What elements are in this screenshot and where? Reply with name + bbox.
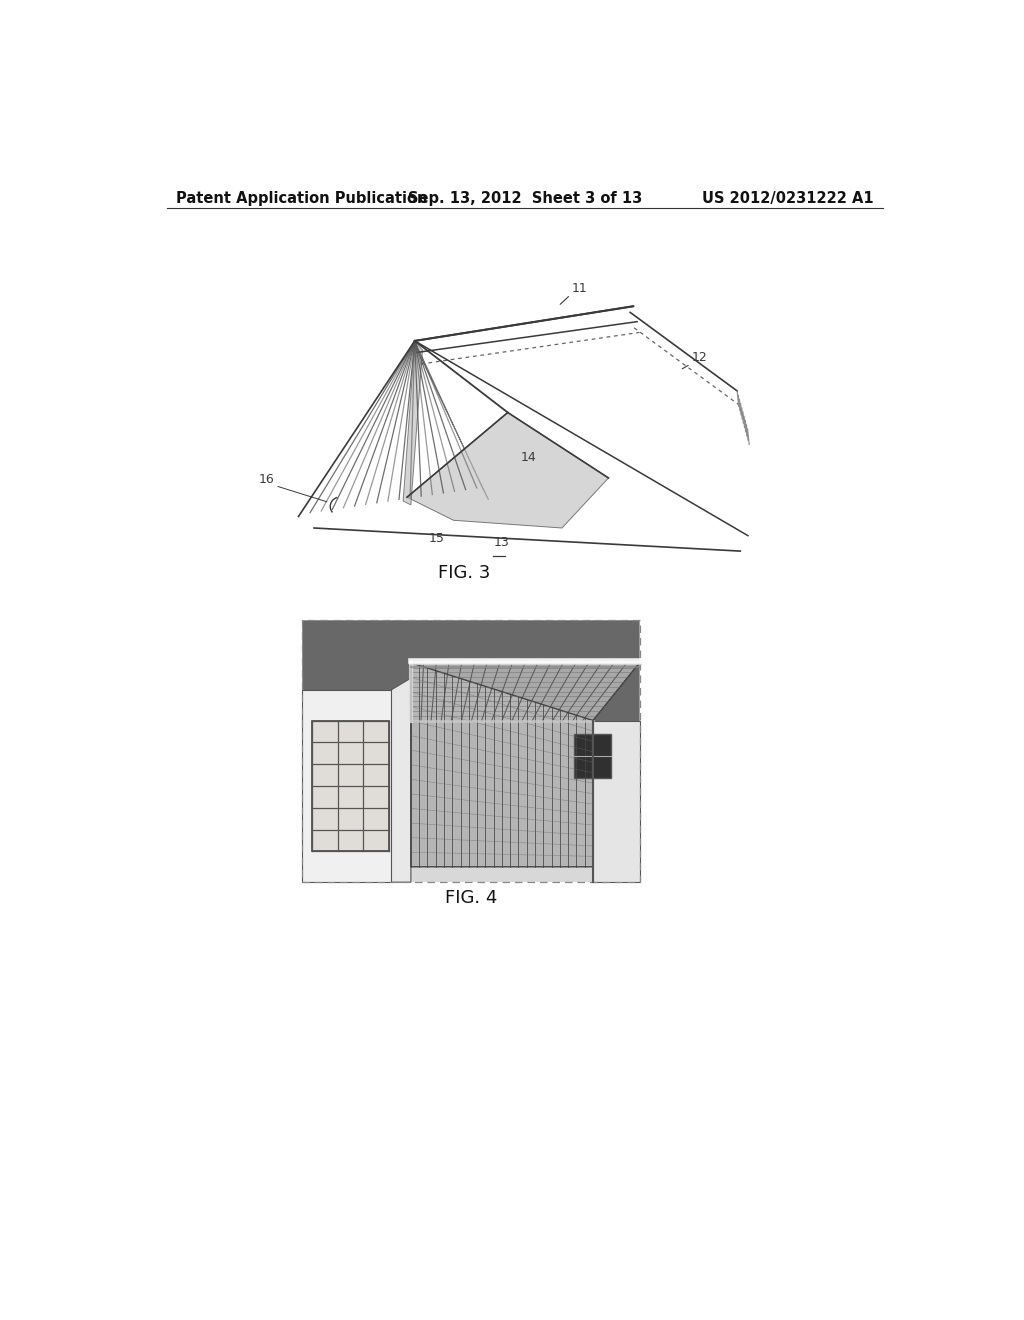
Text: US 2012/0231222 A1: US 2012/0231222 A1 — [701, 191, 873, 206]
Polygon shape — [593, 721, 640, 882]
Polygon shape — [407, 412, 608, 528]
Text: 14: 14 — [521, 451, 537, 465]
Bar — [302, 620, 640, 882]
Polygon shape — [302, 689, 391, 882]
Polygon shape — [302, 620, 640, 743]
Bar — [573, 734, 611, 779]
Text: Sep. 13, 2012  Sheet 3 of 13: Sep. 13, 2012 Sheet 3 of 13 — [408, 191, 642, 206]
Text: 11: 11 — [571, 281, 587, 294]
Text: 12: 12 — [691, 351, 708, 364]
Polygon shape — [411, 663, 640, 721]
Text: 16: 16 — [258, 474, 274, 486]
Bar — [302, 620, 640, 882]
Polygon shape — [391, 678, 411, 882]
Text: FIG. 3: FIG. 3 — [438, 564, 490, 582]
Text: 15: 15 — [429, 532, 444, 545]
Polygon shape — [411, 663, 593, 867]
Polygon shape — [415, 341, 488, 499]
Text: FIG. 4: FIG. 4 — [445, 888, 498, 907]
Bar — [311, 721, 389, 851]
Polygon shape — [403, 341, 423, 506]
Text: 13: 13 — [494, 536, 510, 549]
Text: Patent Application Publication: Patent Application Publication — [176, 191, 428, 206]
